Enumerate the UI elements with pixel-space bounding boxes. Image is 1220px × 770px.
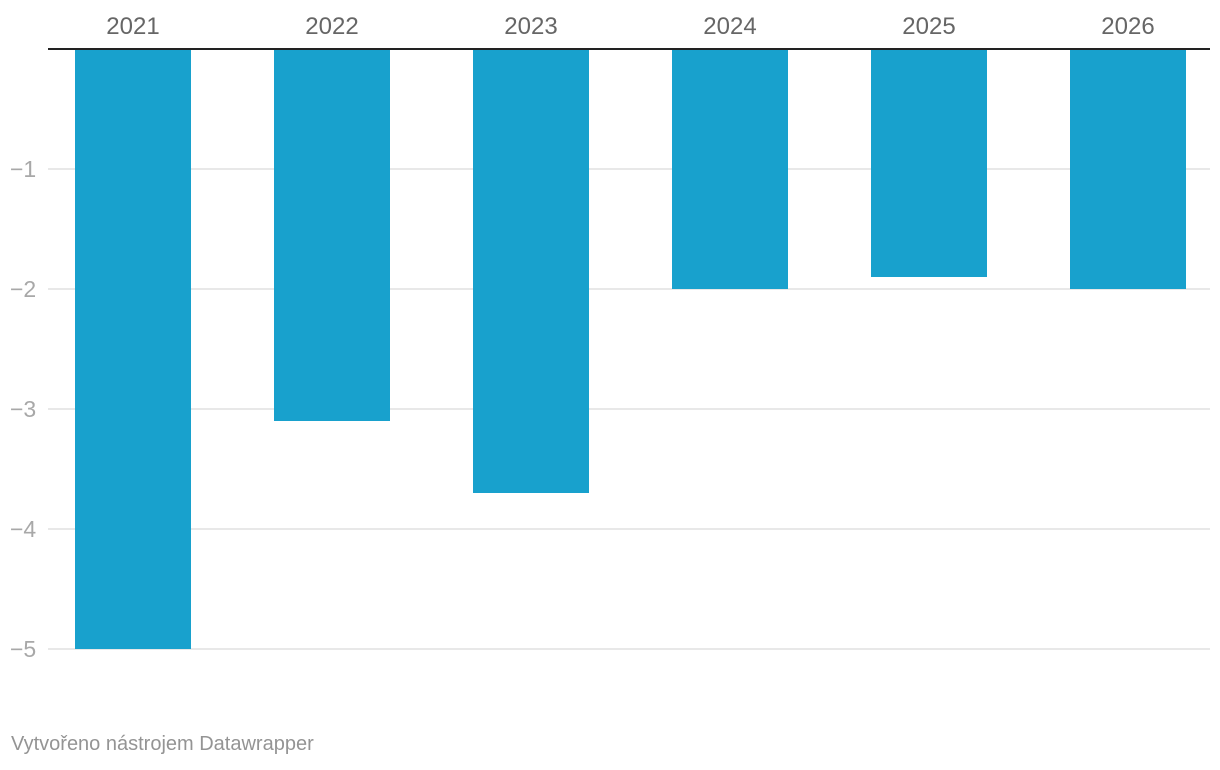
bar-2022[interactable] (274, 49, 390, 421)
bar-2025[interactable] (871, 49, 987, 277)
y-tick-label: −3 (10, 396, 36, 422)
y-tick-label: −1 (10, 156, 36, 182)
bar-2024[interactable] (672, 49, 788, 289)
category-label-2021: 2021 (106, 13, 159, 40)
y-tick-label: −5 (10, 636, 36, 662)
category-label-2022: 2022 (305, 13, 358, 40)
category-label-2024: 2024 (703, 13, 756, 40)
category-label-2023: 2023 (504, 13, 557, 40)
bars (75, 49, 1186, 649)
gridlines (48, 168, 1210, 650)
category-label-2026: 2026 (1101, 13, 1154, 40)
y-axis-tick-labels: −1 −2 −3 −4 −5 (10, 156, 36, 662)
category-labels: 2021 2022 2023 2024 2025 2026 (106, 13, 1154, 40)
y-tick-label: −4 (10, 516, 36, 542)
category-label-2025: 2025 (902, 13, 955, 40)
y-tick-label: −2 (10, 276, 36, 302)
bar-2026[interactable] (1070, 49, 1186, 289)
bar-2023[interactable] (473, 49, 589, 493)
datawrapper-credit[interactable]: Vytvořeno nástrojem Datawrapper (11, 733, 314, 755)
bar-2021[interactable] (75, 49, 191, 649)
